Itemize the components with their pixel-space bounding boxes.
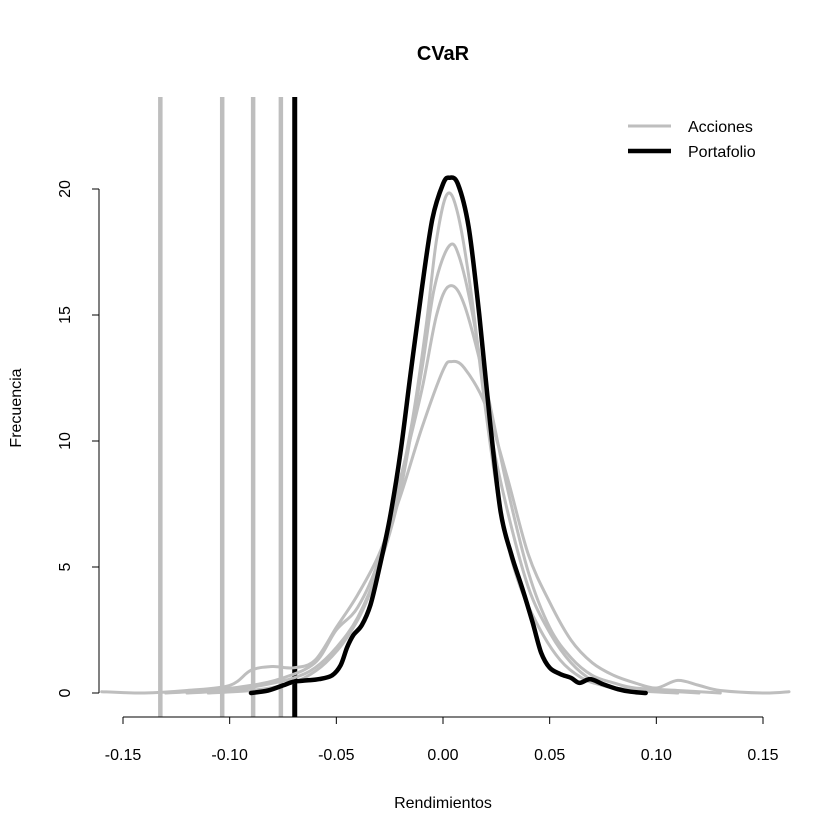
acciones-density-line-4 — [206, 191, 680, 695]
acciones-density-line-3 — [185, 242, 701, 695]
x-tick-label: 0.00 — [427, 747, 458, 764]
cvar-lines — [158, 97, 298, 717]
legend-portafolio-label: Portafolio — [688, 144, 756, 161]
x-axis-label: Rendimientos — [394, 795, 492, 812]
x-tick-label: -0.15 — [105, 747, 142, 764]
y-tick-label: 5 — [57, 562, 74, 571]
y-axis: 0 5 10 15 20 — [57, 180, 100, 697]
portafolio-density-line — [248, 175, 648, 696]
x-axis: -0.15 -0.10 -0.05 0.00 0.05 0.10 0.15 — [105, 716, 779, 764]
acciones-density-line-2 — [164, 284, 722, 695]
y-tick-label: 10 — [57, 432, 74, 450]
y-tick-label: 20 — [57, 180, 74, 198]
y-tick-label: 15 — [57, 306, 74, 324]
x-tick-label: -0.10 — [211, 747, 248, 764]
legend: Acciones Portafolio — [628, 119, 756, 161]
chart-title: CVaR — [417, 43, 470, 65]
legend-acciones-label: Acciones — [688, 119, 753, 136]
x-tick-label: 0.10 — [641, 747, 672, 764]
x-tick-label: 0.05 — [534, 747, 565, 764]
y-axis-label: Frecuencia — [8, 368, 25, 447]
acciones-density-line-1 — [100, 359, 791, 695]
x-tick-label: 0.15 — [747, 747, 778, 764]
density-curves — [100, 175, 791, 696]
y-tick-label: 0 — [57, 688, 74, 697]
x-tick-label: -0.05 — [318, 747, 355, 764]
